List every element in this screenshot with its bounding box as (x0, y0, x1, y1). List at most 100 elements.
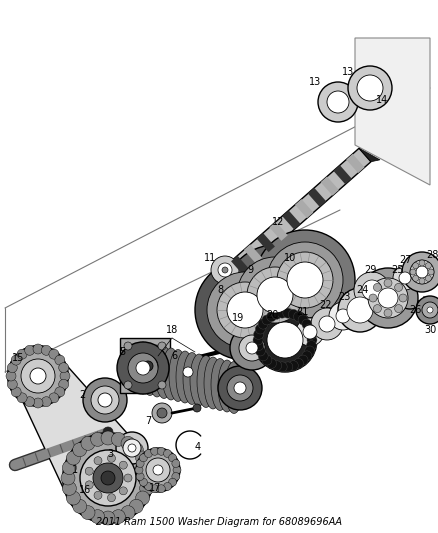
Circle shape (94, 491, 102, 499)
Circle shape (172, 472, 180, 480)
Circle shape (91, 510, 105, 523)
Circle shape (288, 309, 298, 319)
Circle shape (277, 252, 333, 308)
Circle shape (151, 484, 159, 492)
Circle shape (227, 292, 263, 328)
Circle shape (62, 481, 76, 495)
Circle shape (116, 432, 148, 464)
Text: 12: 12 (272, 217, 284, 227)
Circle shape (222, 267, 228, 273)
Polygon shape (295, 199, 313, 218)
Circle shape (173, 466, 181, 474)
Ellipse shape (134, 342, 152, 394)
Circle shape (124, 474, 132, 482)
Circle shape (85, 481, 93, 489)
Circle shape (277, 362, 287, 372)
Circle shape (151, 447, 159, 455)
Polygon shape (308, 188, 326, 207)
Circle shape (94, 457, 102, 465)
Circle shape (262, 315, 272, 325)
Circle shape (373, 304, 381, 313)
Circle shape (357, 75, 383, 101)
Circle shape (253, 308, 317, 372)
Circle shape (183, 367, 193, 377)
Ellipse shape (169, 350, 187, 401)
Ellipse shape (155, 346, 173, 399)
Polygon shape (231, 148, 371, 274)
Circle shape (172, 459, 180, 467)
Text: 23: 23 (338, 292, 350, 302)
Circle shape (267, 322, 303, 358)
Circle shape (41, 345, 51, 356)
Polygon shape (282, 211, 300, 230)
Circle shape (399, 272, 411, 284)
Circle shape (130, 348, 166, 384)
Text: 30: 30 (424, 325, 436, 335)
Circle shape (91, 386, 119, 414)
Circle shape (247, 267, 303, 323)
Ellipse shape (197, 356, 215, 408)
Polygon shape (359, 148, 380, 161)
Circle shape (49, 349, 59, 359)
Circle shape (124, 342, 132, 350)
Circle shape (358, 268, 418, 328)
Polygon shape (333, 165, 352, 184)
Circle shape (318, 82, 358, 122)
Circle shape (41, 397, 51, 407)
Circle shape (425, 263, 431, 269)
Circle shape (254, 341, 264, 351)
Circle shape (136, 491, 150, 505)
Circle shape (327, 91, 349, 113)
Circle shape (298, 315, 308, 325)
Circle shape (158, 381, 166, 389)
Circle shape (393, 266, 417, 290)
Circle shape (302, 319, 312, 329)
Text: 10: 10 (284, 253, 296, 263)
Circle shape (140, 461, 154, 475)
Text: 24: 24 (356, 285, 368, 295)
Ellipse shape (225, 361, 243, 414)
Circle shape (55, 355, 65, 365)
Circle shape (354, 272, 390, 308)
Circle shape (287, 262, 323, 298)
Circle shape (298, 355, 308, 365)
Circle shape (119, 487, 127, 495)
Circle shape (399, 294, 407, 302)
Circle shape (67, 491, 80, 505)
Circle shape (129, 443, 143, 457)
Text: 8: 8 (217, 285, 223, 295)
Ellipse shape (204, 357, 222, 409)
Circle shape (254, 329, 264, 340)
Circle shape (413, 263, 419, 269)
Ellipse shape (176, 351, 194, 403)
Circle shape (143, 361, 153, 371)
Circle shape (121, 437, 135, 450)
Circle shape (73, 499, 87, 513)
Circle shape (93, 463, 123, 493)
Circle shape (384, 309, 392, 317)
Circle shape (145, 449, 152, 457)
Circle shape (410, 269, 416, 275)
Circle shape (59, 362, 69, 373)
Text: 25: 25 (392, 265, 404, 275)
Text: 28: 28 (426, 250, 438, 260)
Circle shape (427, 307, 433, 313)
Circle shape (33, 398, 43, 408)
Circle shape (258, 351, 268, 361)
Ellipse shape (141, 343, 159, 395)
Circle shape (305, 324, 314, 334)
Circle shape (373, 284, 381, 292)
Circle shape (139, 454, 148, 462)
Circle shape (336, 309, 350, 323)
Circle shape (103, 427, 113, 437)
Text: 26: 26 (409, 305, 421, 315)
Circle shape (267, 242, 343, 318)
Ellipse shape (162, 348, 180, 400)
Polygon shape (8, 346, 153, 523)
Circle shape (157, 447, 165, 455)
Circle shape (146, 458, 170, 482)
Circle shape (129, 499, 143, 513)
Polygon shape (120, 338, 170, 393)
Circle shape (107, 454, 116, 462)
Text: 20: 20 (266, 310, 278, 320)
